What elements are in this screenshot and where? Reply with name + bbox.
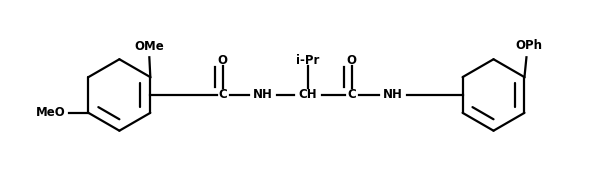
Text: MeO: MeO [36, 106, 66, 119]
Text: NH: NH [383, 88, 403, 101]
Text: C: C [347, 88, 356, 101]
Text: OMe: OMe [135, 40, 164, 53]
Text: i-Pr: i-Pr [296, 54, 320, 67]
Text: OPh: OPh [515, 39, 542, 52]
Text: O: O [347, 54, 356, 67]
Text: C: C [218, 88, 227, 101]
Text: O: O [218, 54, 228, 67]
Text: CH: CH [299, 88, 317, 101]
Text: NH: NH [254, 88, 273, 101]
